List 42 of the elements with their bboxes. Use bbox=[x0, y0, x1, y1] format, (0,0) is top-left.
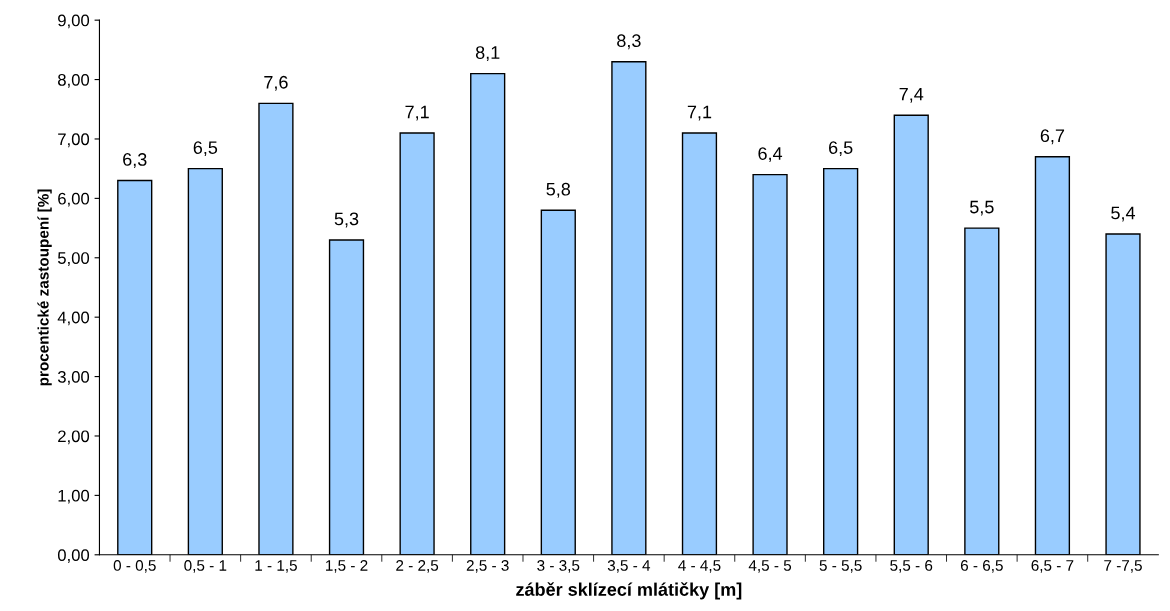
data-label: 6,5 bbox=[193, 141, 218, 157]
x-tick-label: 3,5 - 4 bbox=[607, 560, 651, 573]
x-tick-label: 6,5 - 7 bbox=[1031, 560, 1074, 573]
data-label: 6,7 bbox=[1040, 129, 1065, 145]
y-tick-label: 9,00 bbox=[58, 14, 90, 29]
y-tick-label: 2,00 bbox=[58, 430, 90, 445]
y-tick-label: 1,00 bbox=[58, 489, 90, 504]
x-tick-label: 1 - 1,5 bbox=[255, 560, 297, 573]
data-label: 5,4 bbox=[1111, 206, 1136, 222]
x-tick-label: 7 -7,5 bbox=[1104, 560, 1142, 573]
data-label: 6,3 bbox=[123, 153, 147, 168]
y-tick-label: 6,00 bbox=[58, 192, 90, 207]
x-tick-label: 5 - 5,5 bbox=[819, 560, 862, 573]
data-label: 8,3 bbox=[617, 34, 641, 50]
x-tick-label: 5,5 - 6 bbox=[890, 560, 933, 573]
data-label: 7,6 bbox=[264, 75, 288, 91]
x-axis-title: záběr sklízecí mlátičky [m] bbox=[516, 582, 742, 600]
y-tick-label: 3,00 bbox=[57, 370, 90, 385]
x-tick-label: 4,5 - 5 bbox=[748, 560, 792, 573]
data-label: 5,3 bbox=[334, 212, 359, 228]
x-tick-label: 0 - 0,5 bbox=[113, 560, 156, 573]
x-tick-label: 3 - 3,5 bbox=[537, 560, 580, 573]
data-label: 6,4 bbox=[758, 147, 783, 163]
x-tick-label: 1,5 - 2 bbox=[326, 560, 368, 573]
x-tick-label: 4 - 4,5 bbox=[678, 560, 721, 573]
y-tick-label: 5,00 bbox=[57, 252, 90, 266]
y-axis-title: procentické zastoupení [%] bbox=[37, 189, 52, 386]
x-tick-label: 2,5 - 3 bbox=[466, 560, 509, 573]
data-label: 6,5 bbox=[829, 141, 853, 157]
data-label: 8,1 bbox=[475, 46, 500, 62]
y-tick-label: 0,00 bbox=[57, 549, 90, 563]
x-tick-label: 6 - 6,5 bbox=[960, 560, 1003, 573]
y-tick-label: 8,00 bbox=[58, 73, 90, 88]
data-label: 7,4 bbox=[899, 87, 924, 103]
data-label: 5,5 bbox=[970, 200, 994, 216]
y-tick-label: 7,00 bbox=[58, 133, 90, 148]
data-label: 7,1 bbox=[687, 105, 712, 121]
data-label: 5,8 bbox=[546, 182, 571, 198]
x-tick-label: 0,5 - 1 bbox=[184, 560, 227, 573]
y-tick-label: 4,00 bbox=[57, 311, 90, 326]
x-tick-label: 2 - 2,5 bbox=[396, 560, 439, 573]
data-label: 7,1 bbox=[405, 105, 429, 121]
